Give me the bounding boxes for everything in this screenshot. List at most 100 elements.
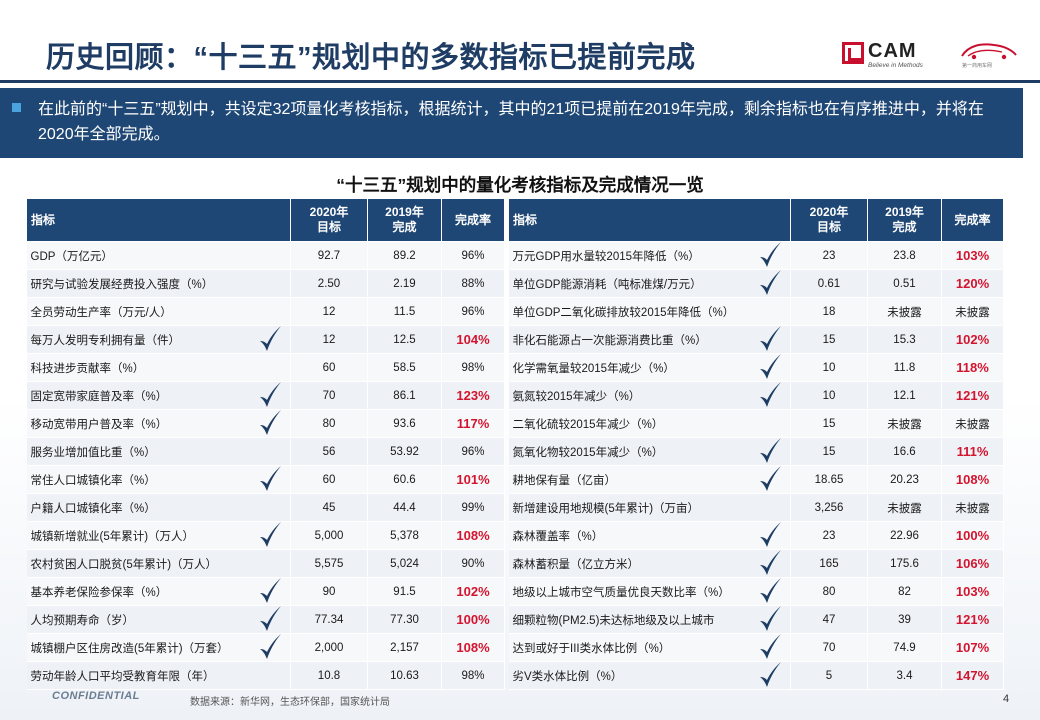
target-2020-value: 165 (790, 549, 868, 578)
checkmark-icon (760, 466, 781, 491)
completion-rate: 103% (941, 577, 1004, 606)
completion-rate: 100% (941, 521, 1004, 550)
done-2019-value: 86.1 (367, 381, 442, 410)
indicator-name: 单位GDP能源消耗（吨标准煤/万元） (508, 269, 791, 298)
indicator-name-text: GDP（万亿元） (30, 250, 113, 263)
target-2020-value: 12 (290, 325, 368, 354)
completion-rate-text: 102% (955, 332, 990, 347)
indicator-name-text: 单位GDP能源消耗（吨标准煤/万元） (512, 278, 702, 291)
done-2019-value: 未披露 (867, 493, 942, 522)
completion-rate-text: 90% (461, 557, 485, 570)
completion-rate: 100% (441, 605, 505, 634)
completion-rate: 123% (441, 381, 505, 410)
target-2020-value-text: 70 (822, 641, 836, 654)
target-2020-value-text: 2,000 (314, 641, 344, 654)
table-row: 城镇新增就业(5年累计)（万人） 5,000 5,378 108% (26, 521, 505, 550)
indicator-name-text: 固定宽带家庭普及率（%） (30, 390, 168, 403)
completion-rate-text: 未披露 (955, 502, 990, 515)
table-row: 氮氧化物较2015年减少（%） 15 16.6 111% (508, 437, 1004, 466)
done-2019-value: 未披露 (867, 409, 942, 438)
table-row: 劳动年龄人口平均受教育年限（年） 10.8 10.63 98% (26, 661, 505, 690)
target-2020-value: 2.50 (290, 269, 368, 298)
completion-rate-text: 103% (955, 584, 990, 599)
done-2019-value-text: 未披露 (887, 502, 922, 515)
target-2020-value: 70 (790, 633, 868, 662)
completion-rate: 未披露 (941, 409, 1004, 438)
indicator-name: 森林覆盖率（%） (508, 521, 791, 550)
target-2020-value: 18 (790, 297, 868, 326)
done-2019-value-text: 2.19 (393, 277, 416, 290)
indicator-name-text: 耕地保有量（亿亩） (512, 474, 617, 487)
indicator-name: 全员劳动生产率（万元/人） (26, 297, 291, 326)
done-2019-value: 77.30 (367, 605, 442, 634)
done-2019-value-text: 20.23 (890, 473, 919, 486)
target-2020-value-text: 15 (822, 333, 836, 346)
completion-rate: 117% (441, 409, 505, 438)
completion-rate-text: 108% (456, 528, 490, 543)
car-logo-icon (961, 43, 1017, 60)
completion-rate: 未披露 (941, 297, 1004, 326)
completion-rate-text: 96% (461, 305, 485, 318)
indicator-name: 氨氮较2015年减少（%） (508, 381, 791, 410)
header-target-2020: 2020年 目标 (790, 198, 868, 242)
done-2019-value-text: 未披露 (887, 306, 922, 319)
completion-rate: 106% (941, 549, 1004, 578)
completion-rate: 99% (441, 493, 505, 522)
header-target-2020: 2020年 目标 (290, 198, 368, 242)
completion-rate: 96% (441, 241, 505, 270)
table-header-row: 指标 2020年 目标 2019年 完成 完成率 (26, 198, 505, 242)
table-row: 每万人发明专利拥有量（件） 12 12.5 104% (26, 325, 505, 354)
indicator-name-text: 城镇棚户区住房改造(5年累计)（万套） (30, 642, 229, 655)
completion-rate-text: 108% (955, 472, 990, 487)
done-2019-value: 5,378 (367, 521, 442, 550)
completion-rate: 102% (441, 577, 505, 606)
completion-rate: 90% (441, 549, 505, 578)
done-2019-value: 23.8 (867, 241, 942, 270)
checkmark-icon (760, 382, 781, 407)
target-2020-value: 23 (790, 521, 868, 550)
target-2020-value-text: 60 (322, 473, 336, 486)
indicator-name: 移动宽带用户普及率（%） (26, 409, 291, 438)
target-2020-value-text: 45 (322, 501, 336, 514)
done-2019-value: 91.5 (367, 577, 442, 606)
indicator-name: 科技进步贡献率（%） (26, 353, 291, 382)
indicator-name: 农村贫困人口脱贫(5年累计)（万人） (26, 549, 291, 578)
target-2020-value-text: 10 (822, 361, 836, 374)
indicator-name-text: 化学需氧量较2015年减少（%） (512, 362, 675, 375)
completion-rate: 102% (941, 325, 1004, 354)
target-2020-value: 10.8 (290, 661, 368, 690)
target-2020-value: 80 (790, 577, 868, 606)
done-2019-value-text: 15.3 (893, 333, 916, 346)
checkmark-icon (260, 410, 281, 435)
completion-rate-text: 121% (955, 612, 990, 627)
target-2020-value-text: 80 (822, 585, 836, 598)
done-2019-value: 74.9 (867, 633, 942, 662)
completion-rate: 96% (441, 297, 505, 326)
target-2020-value-text: 2.50 (317, 277, 341, 290)
indicator-name-text: 氨氮较2015年减少（%） (512, 390, 641, 403)
done-2019-value: 82 (867, 577, 942, 606)
completion-rate-text: 96% (461, 445, 485, 458)
done-2019-value-text: 44.4 (393, 501, 416, 514)
table-row: 达到或好于III类水体比例（%） 70 74.9 107% (508, 633, 1004, 662)
table-row: 研究与试验发展经费投入强度（%） 2.50 2.19 88% (26, 269, 505, 298)
target-2020-value: 60 (290, 353, 368, 382)
completion-rate-text: 96% (461, 249, 485, 262)
table-header-row: 指标 2020年 目标 2019年 完成 完成率 (508, 198, 1004, 242)
table-row: 人均预期寿命（岁） 77.34 77.30 100% (26, 605, 505, 634)
target-2020-value: 5 (790, 661, 868, 690)
indicator-name: 人均预期寿命（岁） (26, 605, 291, 634)
table-row: 万元GDP用水量较2015年降低（%） 23 23.8 103% (508, 241, 1004, 270)
completion-rate-text: 111% (956, 444, 989, 459)
checkmark-icon (760, 578, 781, 603)
table-row: 单位GDP二氧化碳排放较2015年降低（%） 18 未披露 未披露 (508, 297, 1004, 326)
checkmark-icon (260, 466, 281, 491)
target-2020-value-text: 5,000 (314, 529, 344, 542)
done-2019-value: 5,024 (367, 549, 442, 578)
done-2019-value: 未披露 (867, 297, 942, 326)
target-2020-value: 45 (290, 493, 368, 522)
target-2020-value-text: 80 (322, 417, 336, 430)
indicator-name: 劣V类水体比例（%） (508, 661, 791, 690)
completion-rate-text: 99% (461, 501, 485, 514)
